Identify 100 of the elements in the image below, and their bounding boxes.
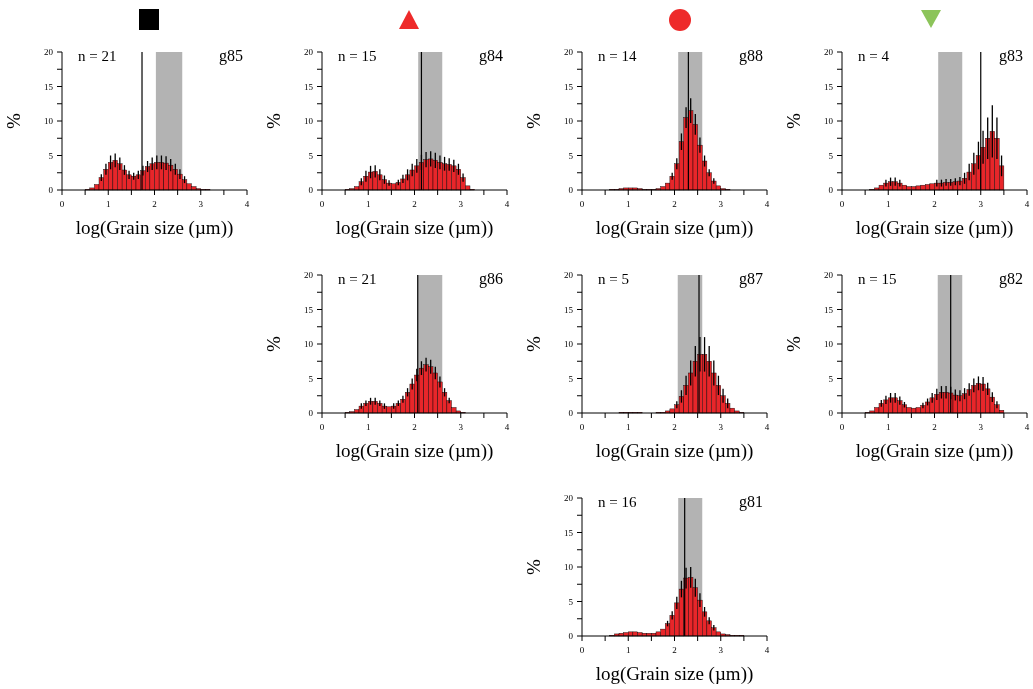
y-tick-label: 10 xyxy=(304,116,314,126)
y-tick-label: 15 xyxy=(304,304,314,315)
y-tick-label: 15 xyxy=(564,527,574,538)
y-axis-title: % xyxy=(783,112,804,129)
chart-title: g87 xyxy=(739,270,763,288)
x-tick-label: 3 xyxy=(718,199,724,209)
x-axis-title: log(Grain size (µm)) xyxy=(855,217,1014,239)
annotation: n = 21 xyxy=(338,271,377,287)
y-axis-title: % xyxy=(523,335,544,352)
annotation: n = 16 xyxy=(598,494,637,510)
x-axis-title: log(Grain size (µm)) xyxy=(335,440,494,462)
y-axis-title: % xyxy=(523,112,544,129)
x-tick-label: 1 xyxy=(626,645,631,655)
y-tick-label: 5 xyxy=(48,150,54,161)
x-tick-label: 3 xyxy=(978,199,984,209)
chart-title: g88 xyxy=(739,47,763,65)
annotation: n = 4 xyxy=(858,48,890,64)
x-tick-label: 2 xyxy=(152,199,157,209)
x-tick-label: 1 xyxy=(626,422,631,432)
y-axis-title: % xyxy=(263,112,284,129)
x-tick-label: 2 xyxy=(672,645,677,655)
x-axis-title: log(Grain size (µm)) xyxy=(855,440,1014,462)
x-tick-label: 3 xyxy=(458,199,464,209)
x-tick-label: 0 xyxy=(579,645,585,655)
chart-title: g84 xyxy=(479,47,503,65)
y-tick-label: 10 xyxy=(824,116,834,126)
y-tick-label: 5 xyxy=(828,373,834,384)
y-tick-label: 0 xyxy=(48,185,54,195)
x-tick-label: 3 xyxy=(718,422,724,432)
y-tick-label: 10 xyxy=(564,339,574,349)
x-axis-title: log(Grain size (µm)) xyxy=(75,217,234,239)
x-tick-label: 0 xyxy=(319,422,325,432)
x-tick-label: 1 xyxy=(886,199,891,209)
x-tick-label: 3 xyxy=(458,422,464,432)
x-axis-title: log(Grain size (µm)) xyxy=(595,217,754,239)
y-tick-label: 15 xyxy=(824,304,834,315)
y-tick-label: 10 xyxy=(44,116,54,126)
x-tick-label: 3 xyxy=(198,199,204,209)
y-tick-label: 5 xyxy=(828,150,834,161)
x-tick-label: 2 xyxy=(412,199,417,209)
y-tick-label: 15 xyxy=(44,81,54,92)
y-axis-title: % xyxy=(263,335,284,352)
x-tick-label: 4 xyxy=(1024,199,1030,209)
y-tick-label: 20 xyxy=(564,270,574,280)
y-tick-label: 10 xyxy=(564,116,574,126)
x-axis-title: log(Grain size (µm)) xyxy=(595,663,754,685)
x-tick-label: 4 xyxy=(244,199,250,209)
x-tick-label: 0 xyxy=(579,199,585,209)
y-tick-label: 20 xyxy=(824,270,834,280)
y-tick-label: 10 xyxy=(304,339,314,349)
x-tick-label: 1 xyxy=(626,199,631,209)
y-tick-label: 0 xyxy=(308,185,314,195)
x-tick-label: 4 xyxy=(504,422,510,432)
y-tick-label: 15 xyxy=(824,81,834,92)
y-tick-label: 5 xyxy=(568,150,574,161)
x-tick-label: 4 xyxy=(764,199,770,209)
y-tick-label: 0 xyxy=(828,185,834,195)
y-tick-label: 5 xyxy=(308,373,314,384)
y-tick-label: 10 xyxy=(564,562,574,572)
y-tick-label: 5 xyxy=(568,596,574,607)
y-tick-label: 15 xyxy=(564,81,574,92)
x-tick-label: 1 xyxy=(366,422,371,432)
annotation: n = 5 xyxy=(598,271,629,287)
x-tick-label: 3 xyxy=(718,645,724,655)
y-tick-label: 20 xyxy=(824,47,834,57)
x-axis-title: log(Grain size (µm)) xyxy=(335,217,494,239)
y-tick-label: 10 xyxy=(824,339,834,349)
chart-title: g85 xyxy=(219,47,243,65)
chart-title: g81 xyxy=(739,493,763,511)
x-tick-label: 4 xyxy=(1024,422,1030,432)
annotation: n = 21 xyxy=(78,48,117,64)
x-tick-label: 0 xyxy=(579,422,585,432)
y-tick-label: 0 xyxy=(568,631,574,641)
y-tick-label: 15 xyxy=(564,304,574,315)
x-tick-label: 4 xyxy=(764,645,770,655)
y-tick-label: 0 xyxy=(568,185,574,195)
annotation: n = 15 xyxy=(858,271,897,287)
y-tick-label: 20 xyxy=(564,47,574,57)
y-axis-title: % xyxy=(523,558,544,575)
x-tick-label: 4 xyxy=(764,422,770,432)
chart-title: g86 xyxy=(479,270,503,288)
x-tick-label: 3 xyxy=(978,422,984,432)
y-tick-label: 0 xyxy=(568,408,574,418)
x-tick-label: 2 xyxy=(672,199,677,209)
y-tick-label: 5 xyxy=(308,150,314,161)
x-tick-label: 2 xyxy=(672,422,677,432)
y-tick-label: 20 xyxy=(304,47,314,57)
y-tick-label: 0 xyxy=(308,408,314,418)
y-tick-label: 20 xyxy=(304,270,314,280)
y-tick-label: 5 xyxy=(568,373,574,384)
x-tick-label: 0 xyxy=(839,199,845,209)
x-tick-label: 2 xyxy=(932,422,937,432)
x-tick-label: 4 xyxy=(504,199,510,209)
chart-title: g82 xyxy=(999,270,1023,288)
x-tick-label: 0 xyxy=(59,199,65,209)
y-axis-title: % xyxy=(3,112,24,129)
annotation: n = 15 xyxy=(338,48,377,64)
y-tick-label: 20 xyxy=(564,493,574,503)
x-tick-label: 1 xyxy=(366,199,371,209)
x-tick-label: 0 xyxy=(839,422,845,432)
